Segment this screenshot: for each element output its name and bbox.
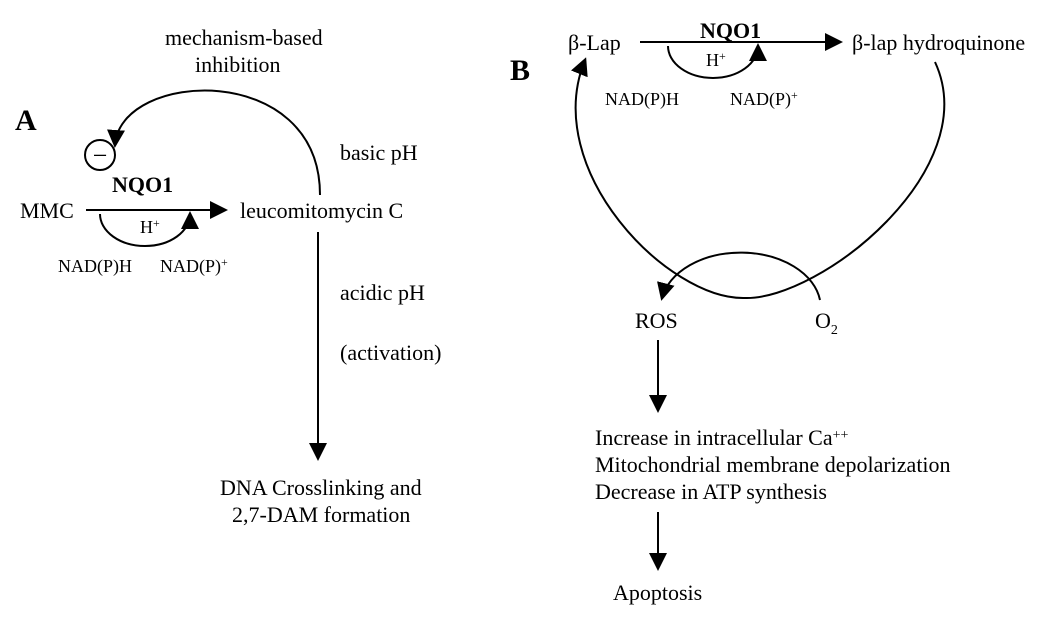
- beta-lap-label: β-Lap: [568, 30, 621, 55]
- panel-a-label: A: [15, 104, 37, 137]
- nqo1-b-label: NQO1: [700, 18, 761, 43]
- o2-label: O2: [815, 308, 838, 338]
- nadph-a-label: NAD(P)H: [58, 256, 132, 277]
- hplus-b-label: H+: [706, 49, 726, 70]
- dna-line1: DNA Crosslinking and: [220, 475, 422, 500]
- diagram-canvas: A MMC NQO1 H+ NAD(P)H NAD(P)+ leucomitom…: [0, 0, 1050, 622]
- activation-label: (activation): [340, 340, 441, 365]
- leuco-label: leucomitomycin C: [240, 198, 403, 223]
- nadp-plus-a-label: NAD(P)+: [160, 255, 228, 277]
- hplus-a-label: H+: [140, 216, 160, 237]
- acidic-ph-label: acidic pH: [340, 280, 425, 305]
- ros-label: ROS: [635, 308, 678, 333]
- panel-b-label: B: [510, 54, 530, 87]
- basic-ph-label: basic pH: [340, 140, 418, 165]
- mech-line1: mechanism-based: [165, 25, 323, 50]
- nadph-b-label: NAD(P)H: [605, 89, 679, 110]
- nadp-plus-b-label: NAD(P)+: [730, 88, 798, 110]
- dna-line2: 2,7-DAM formation: [232, 502, 410, 527]
- beta-lap-hq-label: β-lap hydroquinone: [852, 30, 1025, 55]
- effects-line2: Mitochondrial membrane depolarization: [595, 452, 951, 477]
- effects-line1: Increase in intracellular Ca++: [595, 425, 849, 450]
- effects-line3: Decrease in ATP synthesis: [595, 479, 827, 504]
- apoptosis-label: Apoptosis: [613, 580, 702, 605]
- mmc-label: MMC: [20, 198, 74, 223]
- mech-line2: inhibition: [195, 52, 281, 77]
- o2-to-ros-arc: [662, 253, 820, 300]
- minus-sign: −: [93, 141, 108, 170]
- nqo1-a-label: NQO1: [112, 172, 173, 197]
